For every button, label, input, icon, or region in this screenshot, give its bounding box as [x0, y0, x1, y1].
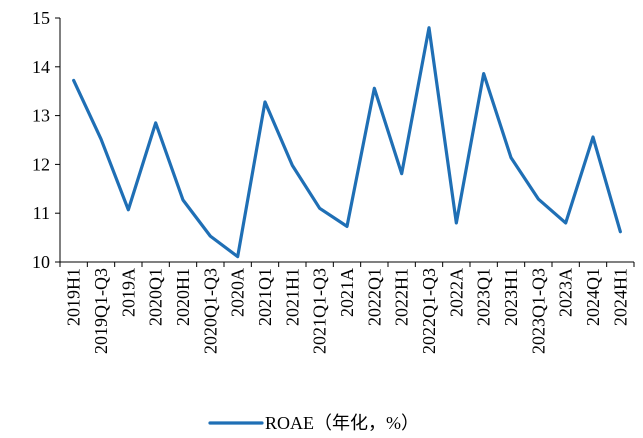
x-tick-label: 2020H1: [173, 268, 193, 326]
y-tick-label: 12: [32, 154, 50, 174]
x-tick-label: 2021H1: [282, 268, 302, 326]
y-tick-label: 14: [32, 57, 50, 77]
x-tick-label: 2023Q1-Q3: [528, 268, 548, 354]
y-axis: 10 11 12 13 14 15: [32, 8, 61, 272]
y-tick-label: 13: [32, 106, 50, 126]
x-tick-label: 2024H1: [610, 268, 630, 326]
y-tick-label: 10: [32, 252, 50, 272]
x-tick-label: 2019Q1-Q3: [91, 268, 111, 354]
y-tick-label: 11: [33, 203, 50, 223]
x-tick-label: 2019A: [118, 268, 138, 317]
x-tick-label: 2022H1: [392, 268, 412, 326]
series-line: [72, 26, 622, 259]
x-tick-label: 2023H1: [501, 268, 521, 326]
x-tick-label: 2020A: [228, 268, 248, 317]
x-axis: 2019H1 2019Q1-Q3 2019A 2020Q1 2020H1 2020Q1-Q…: [59, 261, 635, 354]
legend-label: ROAE（年化，%）: [265, 413, 419, 433]
x-tick-label: 2023A: [556, 268, 576, 317]
series-layer: [72, 26, 622, 259]
x-tick-label: 2022A: [446, 268, 466, 317]
legend: ROAE（年化，%）: [208, 413, 419, 433]
x-tick-label: 2020Q1: [146, 268, 166, 326]
x-tick-label: 2022Q1: [364, 268, 384, 326]
y-tick-label: 15: [32, 8, 50, 28]
x-tick-label: 2019H1: [64, 268, 84, 326]
x-tick-label: 2021Q1-Q3: [310, 268, 330, 354]
x-tick-label: 2021A: [337, 268, 357, 317]
x-tick-label: 2023Q1: [474, 268, 494, 326]
x-tick-label: 2021Q1: [255, 268, 275, 326]
x-tick-label: 2024Q1: [583, 268, 603, 326]
x-tick-label: 2022Q1-Q3: [419, 268, 439, 354]
x-tick-label: 2020Q1-Q3: [200, 268, 220, 354]
